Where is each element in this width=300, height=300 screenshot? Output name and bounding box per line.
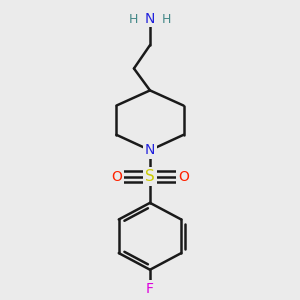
Text: O: O: [178, 169, 189, 184]
Text: F: F: [146, 282, 154, 296]
Text: H: H: [129, 13, 139, 26]
Text: S: S: [145, 169, 155, 184]
Text: O: O: [111, 169, 122, 184]
Text: N: N: [145, 143, 155, 157]
Text: N: N: [145, 12, 155, 26]
Text: H: H: [161, 13, 171, 26]
